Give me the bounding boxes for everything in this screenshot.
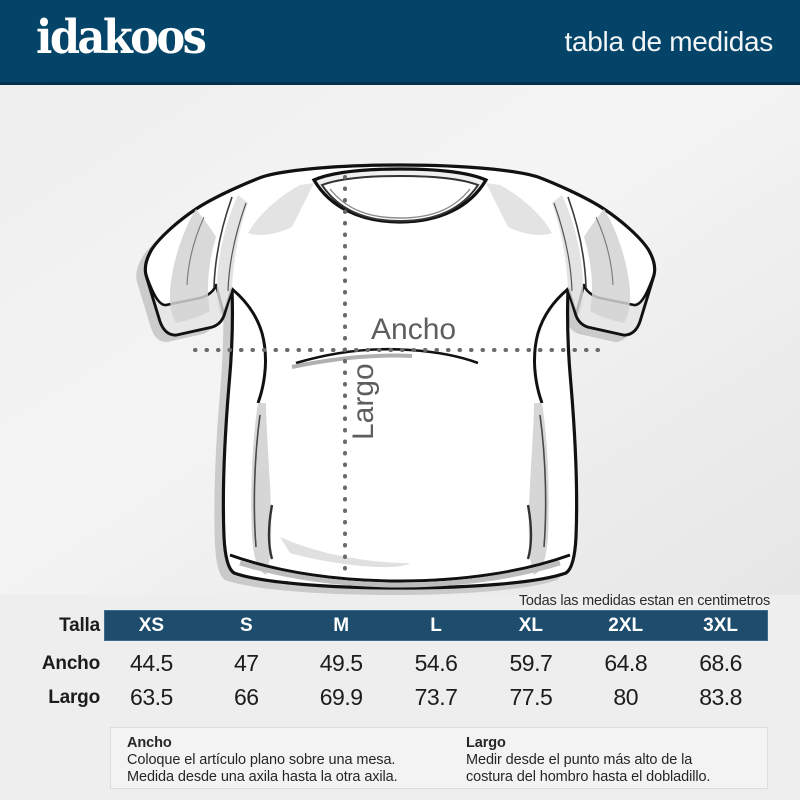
size-header-cell: XS bbox=[138, 615, 165, 636]
largo-value-cell: 66 bbox=[233, 684, 259, 710]
size-header-cell: L bbox=[430, 615, 442, 636]
table-row: Largo 63.5 66 69.9 73.7 77.5 80 83.8 bbox=[0, 682, 800, 713]
left-armhole-seam bbox=[231, 287, 267, 404]
ancho-value-cell: 64.8 bbox=[604, 650, 648, 676]
collar-inner bbox=[320, 174, 480, 223]
note-ancho-line1: Coloque el artículo plano sobre una mesa… bbox=[127, 752, 396, 768]
largo-value-cell: 69.9 bbox=[319, 684, 363, 710]
largo-value-cell: 83.8 bbox=[699, 684, 742, 710]
ancho-value-cell: 47 bbox=[233, 650, 259, 676]
size-header-cell: S bbox=[239, 615, 253, 636]
largo-measure-label: Largo bbox=[347, 363, 380, 440]
tshirt-svg bbox=[0, 85, 800, 595]
size-header-cell: M bbox=[333, 615, 350, 636]
measurement-instructions: Ancho Coloque el artículo plano sobre un… bbox=[110, 727, 768, 789]
note-largo-line1: Medir desde el punto más alto de la bbox=[466, 752, 693, 768]
ancho-value-cell: 44.5 bbox=[130, 650, 173, 676]
size-header-cell: 3XL bbox=[703, 615, 739, 636]
note-largo-title: Largo bbox=[466, 735, 506, 751]
page-title: tabla de medidas bbox=[564, 26, 774, 57]
ancho-value-cell: 68.6 bbox=[699, 650, 742, 676]
note-largo: Largo Medir desde el punto más alto de l… bbox=[466, 735, 766, 786]
note-ancho-line2: Medida desde una axila hasta la otra axi… bbox=[127, 769, 398, 785]
ancho-value-cell: 49.5 bbox=[319, 650, 363, 676]
size-header-cell: 2XL bbox=[608, 615, 644, 636]
ancho-measure-label: Ancho bbox=[371, 313, 457, 346]
units-caption: Todas las medidas estan en centimetros bbox=[518, 593, 770, 609]
bottom-hem bbox=[229, 553, 571, 583]
page-header: idakoos tabla de medidas bbox=[0, 0, 800, 85]
largo-value-cell: 63.5 bbox=[130, 684, 173, 710]
table-row: Ancho 44.5 47 49.5 54.6 59.7 64.8 68.6 bbox=[0, 648, 800, 679]
size-header-cell: XL bbox=[518, 615, 543, 636]
right-sleeve-shade bbox=[584, 209, 631, 323]
chest-crease bbox=[295, 347, 479, 365]
left-sleeve-shade bbox=[169, 209, 216, 323]
largo-value-cell: 77.5 bbox=[509, 684, 553, 710]
note-ancho: Ancho Coloque el artículo plano sobre un… bbox=[127, 735, 457, 786]
row-label-talla: Talla bbox=[59, 614, 100, 636]
brand-logo: idakoos bbox=[36, 10, 207, 65]
tshirt-illustration: Ancho Largo bbox=[0, 85, 800, 595]
size-header-band bbox=[104, 610, 768, 641]
note-ancho-title: Ancho bbox=[127, 735, 172, 751]
row-label-ancho: Ancho bbox=[41, 652, 100, 674]
largo-value-cell: 80 bbox=[613, 684, 639, 710]
note-largo-line2: costura del hombro hasta el dobladillo. bbox=[466, 769, 711, 785]
table-header-row: Talla XS S M L XL 2XL 3XL bbox=[0, 610, 800, 641]
row-label-largo: Largo bbox=[48, 686, 100, 708]
ancho-value-cell: 54.6 bbox=[414, 650, 458, 676]
largo-value-cell: 73.7 bbox=[414, 684, 458, 710]
right-armhole-seam bbox=[533, 287, 569, 404]
ancho-value-cell: 59.7 bbox=[509, 650, 553, 676]
